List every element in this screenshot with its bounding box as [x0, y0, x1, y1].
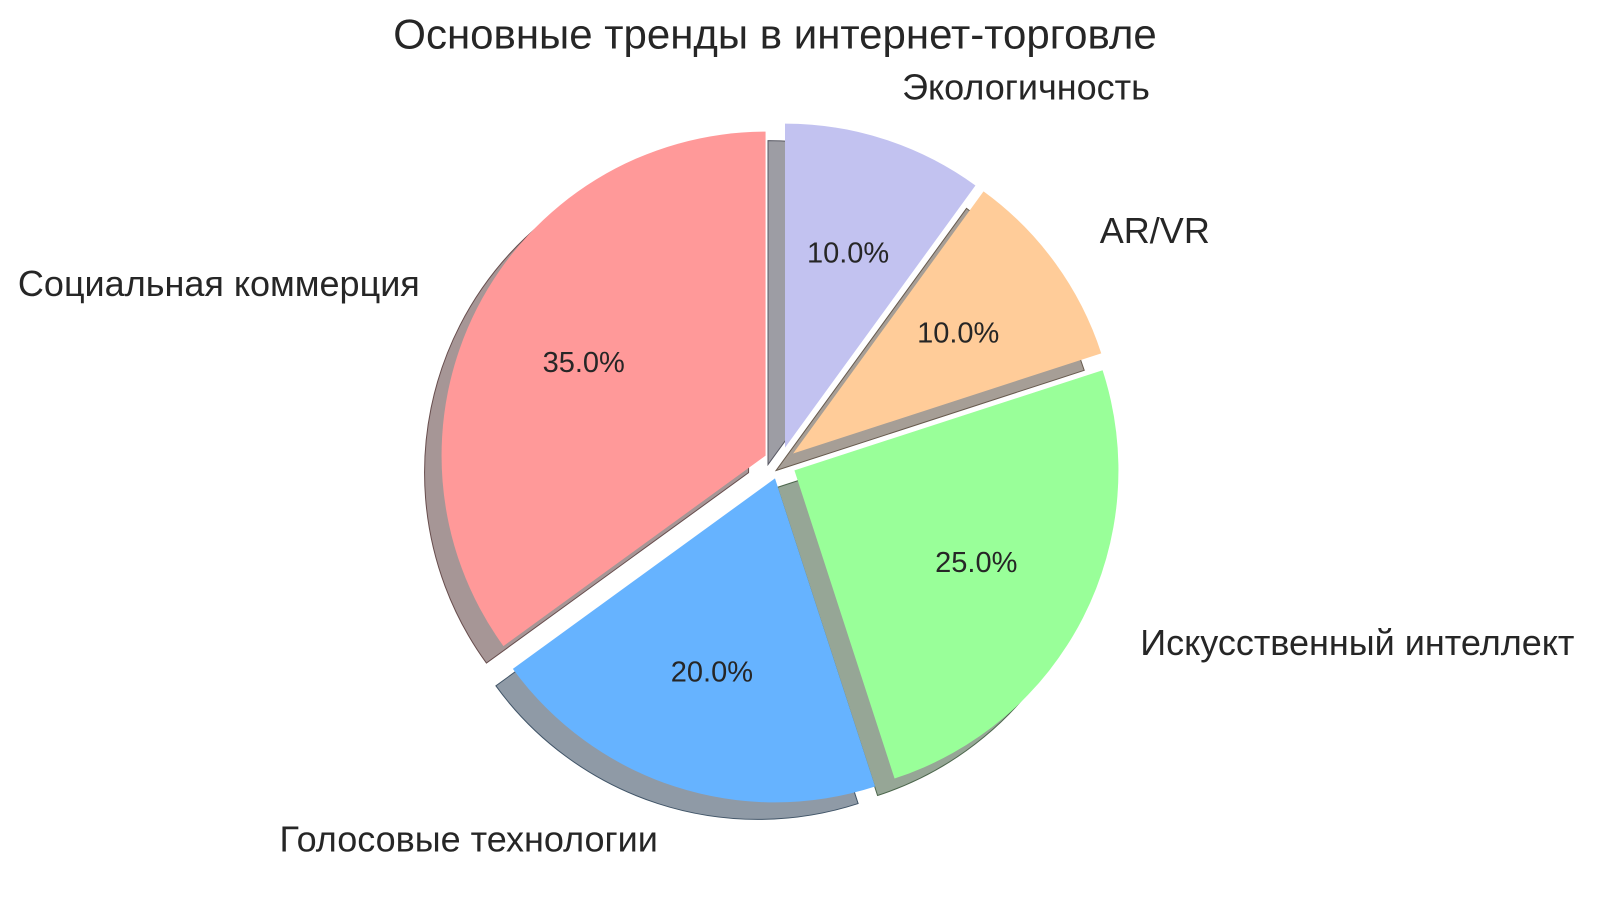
svg-text:25.0%: 25.0%	[935, 547, 1017, 579]
svg-text:Экологичность: Экологичность	[902, 67, 1150, 108]
svg-text:Социальная коммерция: Социальная коммерция	[18, 263, 420, 304]
svg-text:Голосовые технологии: Голосовые технологии	[279, 818, 657, 859]
svg-text:35.0%: 35.0%	[543, 347, 625, 379]
svg-text:20.0%: 20.0%	[671, 657, 753, 689]
svg-text:AR/VR: AR/VR	[1100, 210, 1210, 251]
svg-text:Искусственный интеллект: Искусственный интеллект	[1140, 622, 1574, 663]
svg-text:10.0%: 10.0%	[807, 238, 889, 270]
svg-text:Основные тренды в интернет-тор: Основные тренды в интернет-торговле	[393, 11, 1156, 58]
svg-text:10.0%: 10.0%	[917, 318, 999, 350]
